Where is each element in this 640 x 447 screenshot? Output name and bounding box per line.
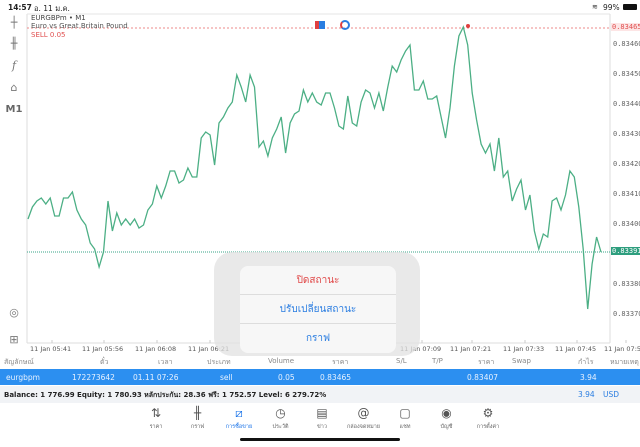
tab-label: บัญชี bbox=[440, 424, 453, 430]
currency: USD bbox=[603, 390, 620, 399]
sell-entry-marker bbox=[466, 24, 470, 28]
tab-mailbox[interactable]: @ กล่องจดหมาย bbox=[342, 406, 386, 431]
tab-quotes[interactable]: ⇅ ราคา bbox=[134, 406, 178, 431]
cell-volume: 0.05 bbox=[278, 373, 295, 382]
column-header[interactable]: Swap bbox=[512, 357, 531, 365]
price-tick-label: 0.83410 bbox=[613, 190, 640, 198]
tab-label: การซื้อขาย bbox=[225, 424, 253, 430]
order-label: SELL 0.05 bbox=[31, 31, 66, 39]
price-tick-label: 0.83430 bbox=[613, 130, 640, 138]
cell-current-price: 0.83407 bbox=[467, 373, 499, 382]
mailbox-icon: @ bbox=[357, 406, 370, 420]
tab-label: ข่าว bbox=[317, 424, 327, 430]
time-tick-label: 11 Jan 06:21 bbox=[188, 345, 230, 353]
cell-type: sell bbox=[220, 373, 233, 382]
chart-symbol: EURGBPm • M1 bbox=[31, 14, 86, 22]
price-tick-label: 0.83460 bbox=[613, 40, 640, 48]
tab-trade[interactable]: ⧄ การซื้อขาย bbox=[217, 406, 261, 431]
history-icon: ◷ bbox=[275, 406, 286, 420]
new-order-icon[interactable]: ⊞ bbox=[9, 333, 19, 346]
time-tick-label: 11 Jan 05:41 bbox=[30, 345, 72, 353]
settings-icon: ⚙ bbox=[482, 406, 494, 420]
cell-ticket: 172273642 bbox=[72, 373, 115, 382]
trade-icon: ⧄ bbox=[235, 406, 243, 420]
column-header[interactable]: เวลา bbox=[158, 358, 173, 366]
position-row[interactable] bbox=[0, 369, 640, 385]
price-tick-label: 0.83400 bbox=[613, 220, 640, 228]
price-tick-label: 0.83420 bbox=[613, 160, 640, 168]
column-header[interactable]: หมายเหตุ bbox=[610, 358, 639, 366]
chat-icon: ▢ bbox=[399, 406, 411, 420]
cell-profit: 3.94 bbox=[580, 373, 597, 382]
tab-label: กราฟ bbox=[190, 424, 205, 430]
chart-description: Euro vs Great Britain Pound bbox=[31, 22, 128, 30]
total-profit: 3.94 bbox=[578, 390, 595, 399]
indicators-icon[interactable]: f bbox=[11, 59, 17, 72]
order-price-label: 0.83465 bbox=[611, 23, 640, 31]
crosshair-icon[interactable]: ┼ bbox=[10, 16, 18, 29]
position-action-menu: ปิดสถานะ ปรับเปลี่ยนสถานะ กราฟ bbox=[240, 266, 396, 353]
column-header[interactable]: ประเภท bbox=[207, 358, 231, 366]
modify-position-button[interactable]: ปรับเปลี่ยนสถานะ bbox=[240, 295, 396, 324]
time-tick-label: 11 Jan 07:21 bbox=[450, 345, 492, 353]
column-header[interactable]: T/P bbox=[432, 357, 443, 365]
cell-open-price: 0.83465 bbox=[320, 373, 352, 382]
time-tick-label: 11 Jan 05:56 bbox=[82, 345, 124, 353]
price-tick-label: 0.83440 bbox=[613, 100, 640, 108]
column-header[interactable]: ราคา bbox=[332, 358, 349, 366]
home-indicator bbox=[240, 438, 400, 441]
cell-time: 01.11 07:26 bbox=[133, 373, 179, 382]
status-date: อ. 11 ม.ค. bbox=[34, 4, 70, 13]
news-icon: ▤ bbox=[316, 406, 328, 420]
chart-type-icon[interactable]: ╫ bbox=[10, 37, 18, 50]
column-header[interactable]: Volume bbox=[268, 357, 295, 365]
column-header[interactable]: ราคา bbox=[478, 358, 495, 366]
tab-label: ประวัติ bbox=[272, 424, 289, 430]
tab-account[interactable]: ◉ บัญชี bbox=[425, 406, 469, 431]
tab-label: แชท bbox=[399, 424, 411, 430]
one-click-trading-icon[interactable] bbox=[315, 21, 325, 29]
time-tick-label: 11 Jan 07:33 bbox=[503, 345, 545, 353]
tab-label: ราคา bbox=[149, 424, 163, 430]
tab-chat[interactable]: ▢ แชท bbox=[383, 406, 427, 431]
tab-history[interactable]: ◷ ประวัติ bbox=[259, 406, 303, 431]
trade-chart-icon[interactable]: ◎ bbox=[9, 306, 19, 319]
tab-settings[interactable]: ⚙ การตั้งค่า bbox=[466, 406, 510, 431]
depth-of-market-icon[interactable] bbox=[340, 20, 350, 30]
status-time: 14:57 bbox=[8, 3, 32, 12]
chart-button[interactable]: กราฟ bbox=[305, 333, 331, 344]
price-line-series bbox=[27, 25, 602, 310]
column-header[interactable]: S/L bbox=[396, 357, 407, 365]
time-tick-label: 11 Jan 07:45 bbox=[555, 345, 597, 353]
tab-label: การตั้งค่า bbox=[476, 424, 500, 430]
battery-icon bbox=[623, 4, 637, 10]
current-price-label: 0.83391 bbox=[611, 247, 640, 255]
account-summary: Balance: 1 776.99 Equity: 1 780.93 หลักป… bbox=[4, 391, 327, 399]
tab-chart[interactable]: ╫ กราฟ bbox=[176, 406, 220, 431]
time-tick-label: 11 Jan 07:57 bbox=[604, 345, 640, 353]
column-header[interactable]: กำไร bbox=[578, 358, 594, 366]
timeframe-button[interactable]: M1 bbox=[5, 104, 23, 115]
price-tick-label: 0.83380 bbox=[613, 280, 640, 288]
close-position-button[interactable]: ปิดสถานะ bbox=[240, 266, 396, 295]
objects-icon[interactable]: ⌂ bbox=[10, 81, 18, 94]
column-header[interactable]: ตั๋ว bbox=[100, 358, 109, 366]
time-tick-label: 11 Jan 07:09 bbox=[400, 345, 442, 353]
quotes-icon: ⇅ bbox=[150, 406, 162, 420]
battery-level: 99% bbox=[603, 3, 620, 12]
price-tick-label: 0.83450 bbox=[613, 70, 640, 78]
time-tick-label: 11 Jan 06:08 bbox=[135, 345, 177, 353]
tab-label: กล่องจดหมาย bbox=[346, 424, 381, 430]
account-icon: ◉ bbox=[441, 406, 452, 420]
cell-symbol: eurgbpm bbox=[6, 373, 40, 382]
price-chart[interactable] bbox=[0, 0, 640, 356]
price-tick-label: 0.83370 bbox=[613, 310, 640, 318]
wifi-icon: ≋ bbox=[592, 3, 598, 11]
tab-news[interactable]: ▤ ข่าว bbox=[300, 406, 344, 431]
chart-icon: ╫ bbox=[193, 406, 202, 420]
column-header[interactable]: สัญลักษณ์ bbox=[4, 358, 34, 366]
